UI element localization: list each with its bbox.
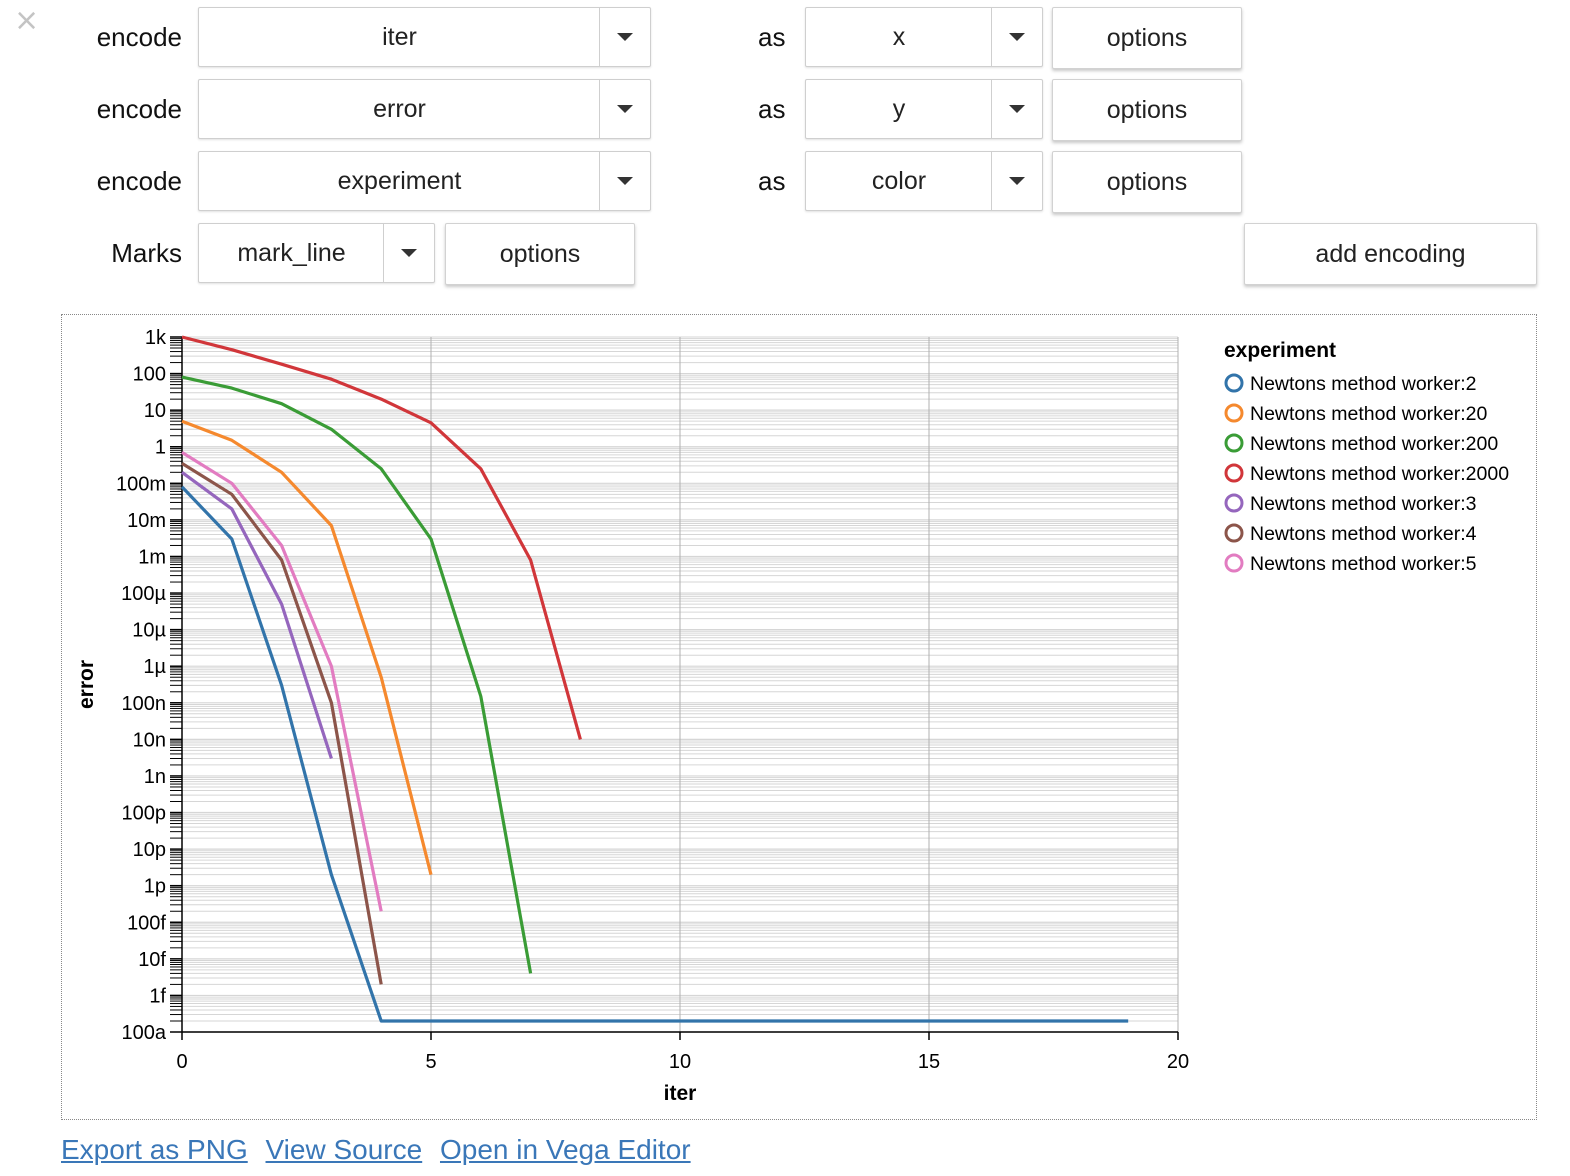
channel-select-3[interactable]: color [805,151,1043,211]
as-label-2: as [758,94,786,124]
y-axis-title: error [75,660,98,709]
as-label-1: as [758,22,786,52]
series-line [181,375,533,974]
y-tick-label: 1m [138,546,166,568]
x-tick-label: 0 [176,1051,187,1073]
series-line [181,419,433,876]
line-chart: 1k100101100m10m1m100µ10µ1µ100n10n1n100p1… [75,327,1509,1105]
chevron-down-icon[interactable] [991,80,1042,138]
y-tick-label: 10f [138,949,166,971]
field-select-value: error [373,94,426,123]
export-png-link[interactable]: Export as PNG [61,1134,248,1165]
series-line [181,335,582,740]
y-tick-label: 1 [155,437,166,459]
y-tick-label: 100a [122,1022,167,1044]
y-tick-label: 1k [145,327,167,349]
series-line [181,451,383,912]
y-tick-label: 10p [133,839,166,861]
encode-label-2: encode [96,94,182,124]
channel-select-value: x [892,22,906,51]
legend-label: Newtons method worker:2000 [1250,463,1509,485]
as-label-3: as [758,166,786,196]
y-tick-label: 1µ [143,656,166,678]
y-tick-label: 100f [127,912,166,934]
chevron-down-icon[interactable] [599,80,650,138]
channel-select-value: color [871,166,927,195]
field-select-value: experiment [337,166,462,195]
legend-symbol [1224,493,1244,513]
mark-options-button[interactable]: options [445,223,635,285]
y-tick-label: 10µ [132,620,166,642]
chevron-down-icon[interactable] [599,152,650,210]
y-tick-label: 100m [116,473,166,495]
y-tick-label: 100 [133,364,166,386]
channel-select-2[interactable]: y [805,79,1043,139]
action-links: Export as PNG View Source Open in Vega E… [61,1134,701,1166]
y-tick-label: 1n [144,766,166,788]
legend-label: Newtons method worker:200 [1250,433,1498,455]
field-select-3[interactable]: experiment [198,151,651,211]
legend-symbol [1224,403,1244,423]
marks-label: Marks [111,238,182,268]
chevron-down-icon[interactable] [599,8,650,66]
series-line [181,471,333,759]
options-button-1[interactable]: options [1052,7,1242,69]
channel-select-value: y [892,94,906,123]
y-tick-label: 1f [149,985,166,1007]
y-tick-label: 100µ [121,583,166,605]
legend-title: experiment [1224,339,1336,362]
view-source-link[interactable]: View Source [265,1134,423,1165]
series-line [180,485,1129,1023]
legend-symbol [1224,523,1244,543]
x-tick-label: 20 [1167,1051,1189,1073]
encode-label-3: encode [96,166,182,196]
legend-symbol [1224,553,1244,573]
x-axis-title: iter [664,1082,697,1105]
y-tick-label: 100p [122,803,167,825]
legend-symbol [1224,373,1244,393]
y-tick-label: 10n [133,729,166,751]
chevron-down-icon[interactable] [991,8,1042,66]
channel-select-1[interactable]: x [805,7,1043,67]
field-select-1[interactable]: iter [198,7,651,67]
close-icon[interactable]: × [14,3,40,38]
x-tick-label: 10 [669,1051,691,1073]
options-button-3[interactable]: options [1052,151,1242,213]
legend-label: Newtons method worker:4 [1250,523,1477,545]
series-line [181,462,383,985]
chevron-down-icon[interactable] [991,152,1042,210]
add-encoding-button[interactable]: add encoding [1244,223,1537,285]
legend-symbol [1224,463,1244,483]
mark-select[interactable]: mark_line [198,223,435,283]
chevron-down-icon[interactable] [383,224,434,282]
x-tick-label: 15 [918,1051,940,1073]
legend-label: Newtons method worker:5 [1250,553,1477,575]
mark-select-value: mark_line [237,238,346,267]
open-vega-editor-link[interactable]: Open in Vega Editor [439,1134,691,1165]
legend-label: Newtons method worker:3 [1250,493,1477,515]
options-button-2[interactable]: options [1052,79,1242,141]
field-select-value: iter [382,22,417,51]
y-tick-label: 10 [144,400,166,422]
y-tick-label: 10m [127,510,166,532]
x-tick-label: 5 [425,1051,436,1073]
chart-container: 1k 100 10 1 100m 10m 1m 100µ 10µ 1µ 100n 10n 1n 100p 1… [61,314,1537,1120]
encode-label-1: encode [96,22,182,52]
y-tick-label: 1p [144,876,166,898]
field-select-2[interactable]: error [198,79,651,139]
legend-label: Newtons method worker:20 [1250,403,1488,425]
legend-symbol [1224,433,1244,453]
legend-label: Newtons method worker:2 [1250,373,1477,395]
y-tick-label: 100n [122,693,167,715]
grid-lines [182,336,1179,1033]
